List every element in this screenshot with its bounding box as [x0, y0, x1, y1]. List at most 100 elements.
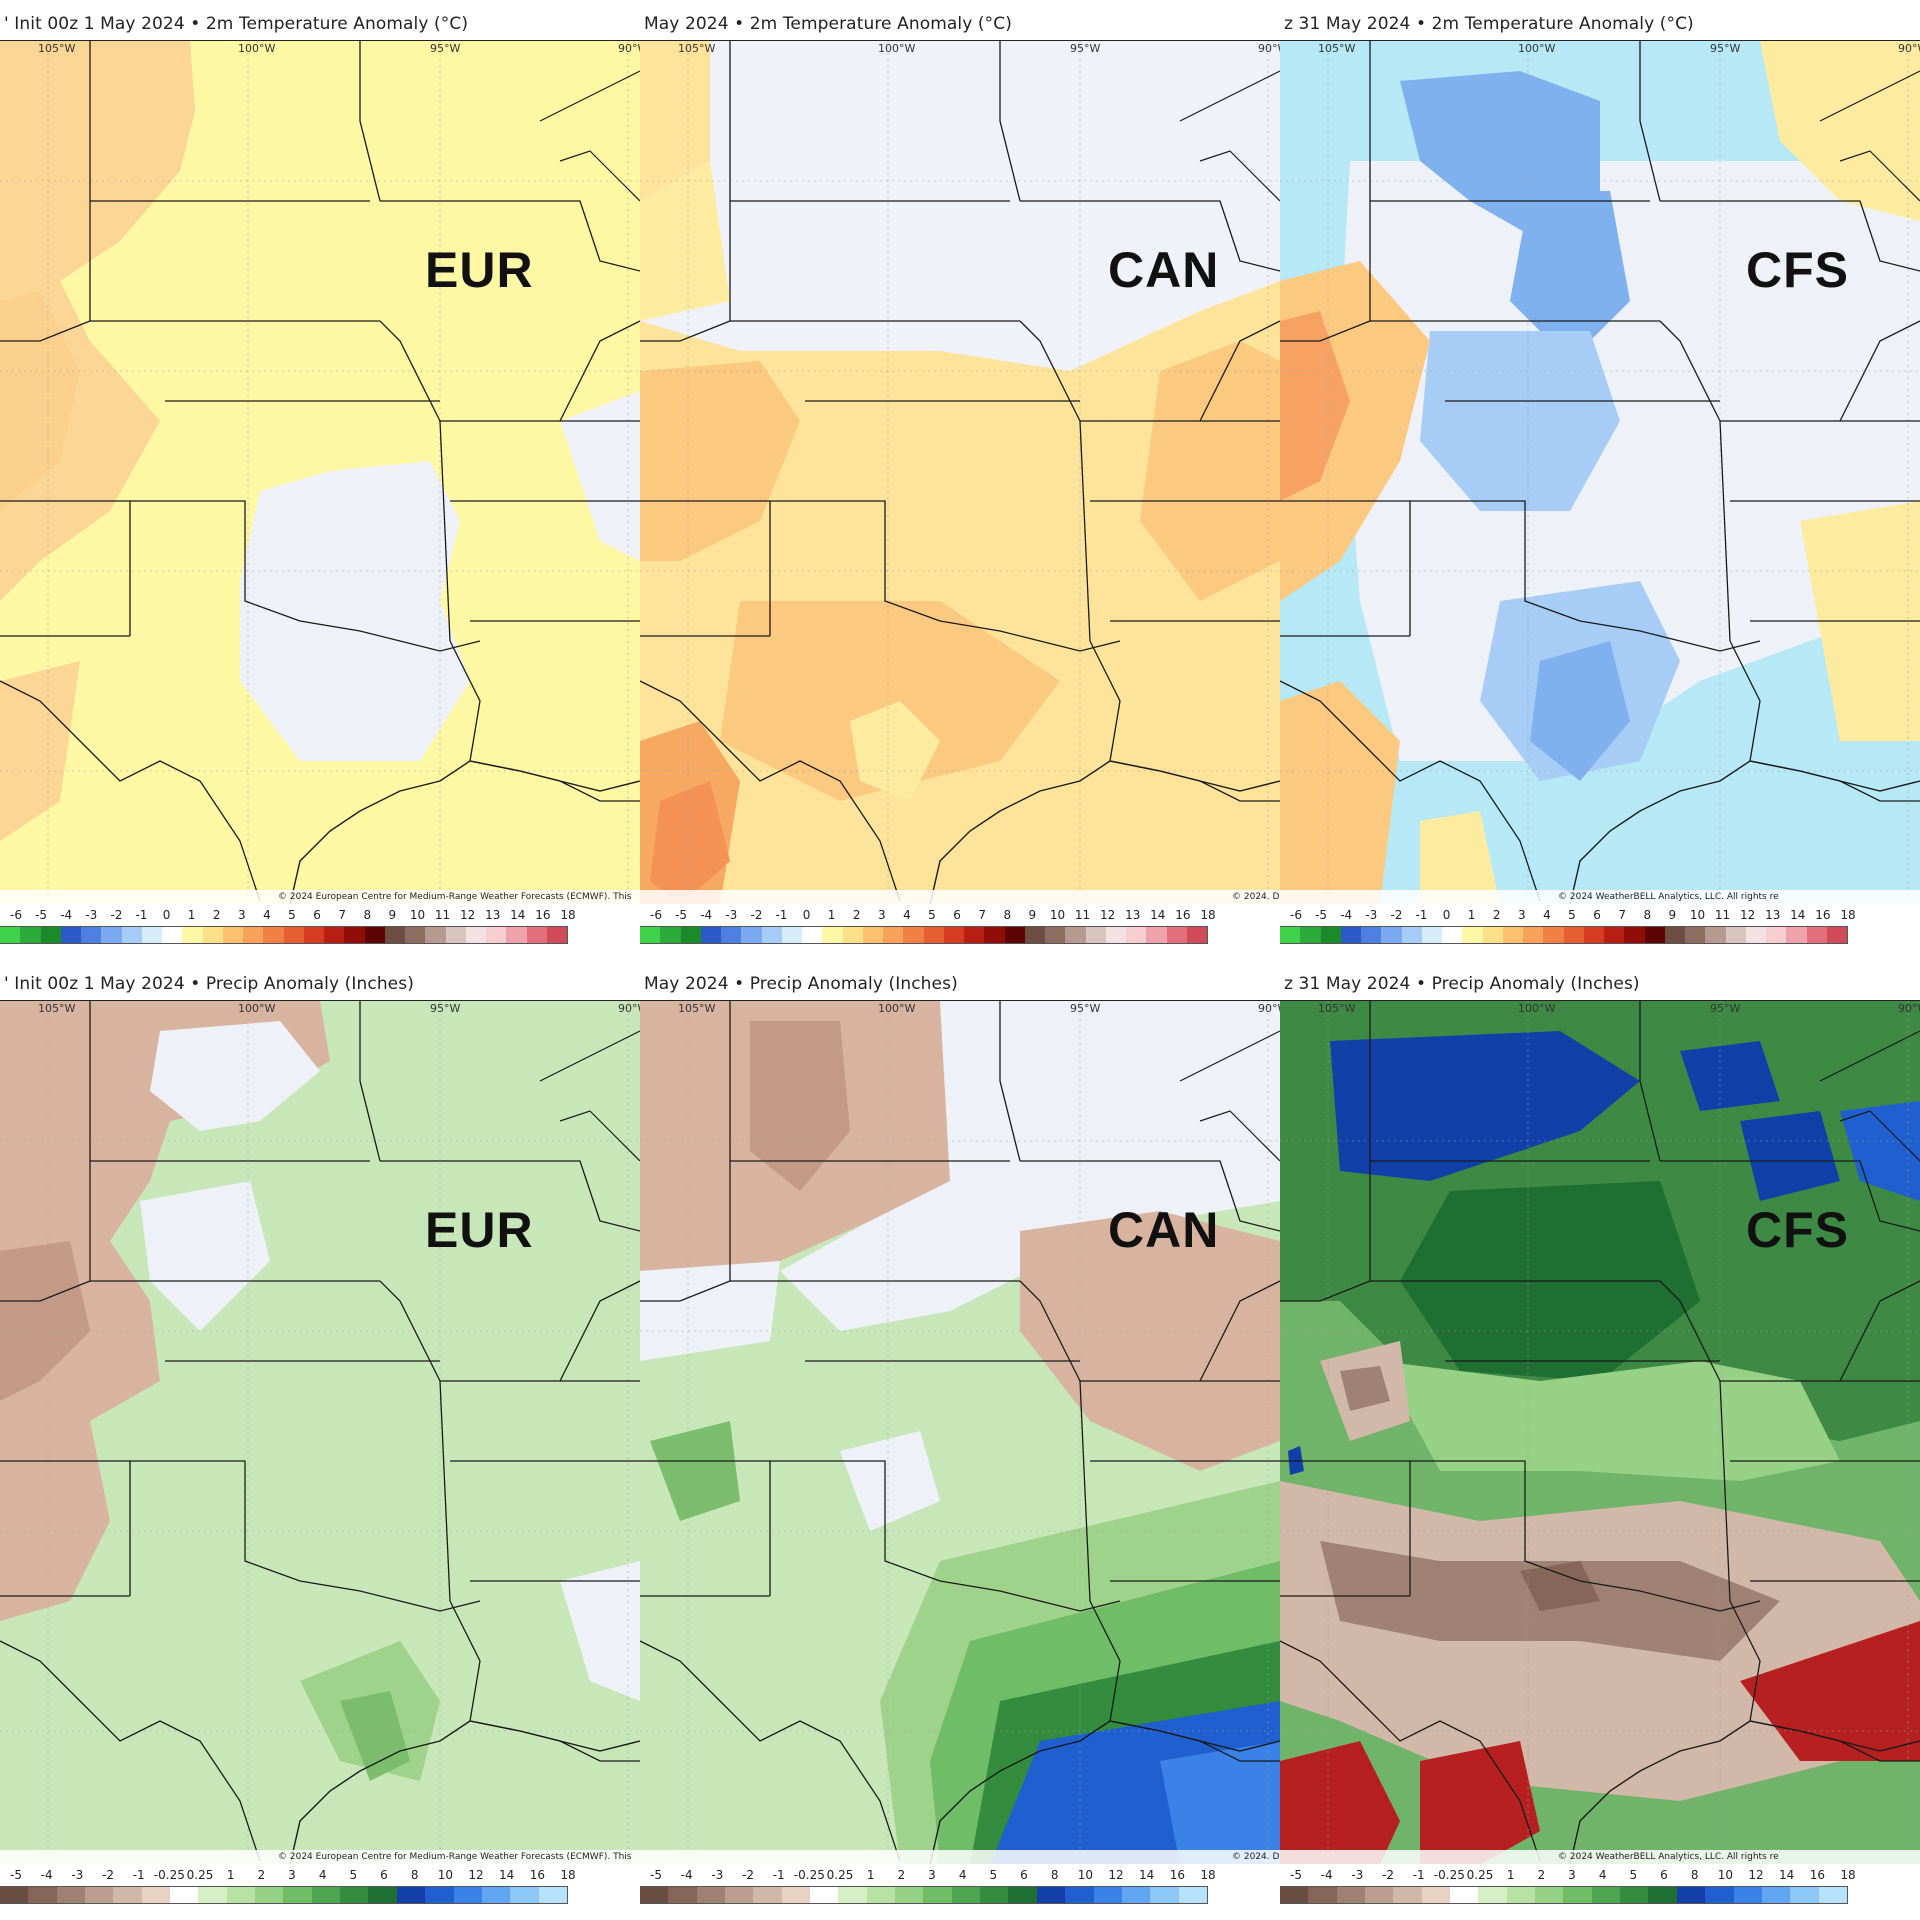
colorbar-swatch — [1036, 1887, 1066, 1903]
colorbar-tick-label: -1 — [775, 908, 788, 922]
colorbar-swatch — [696, 1887, 726, 1903]
colorbar-tick-label: -4 — [700, 908, 713, 922]
colorbar-swatch — [182, 927, 203, 943]
colorbar-swatch — [725, 1887, 754, 1903]
map-area[interactable]: 105°W 100°W 95°W 90°W CFS © 2024 WeatherBELL … — [1280, 1000, 1920, 1864]
colorbar-swatch — [1705, 927, 1726, 943]
map-area[interactable]: 105°W 100°W 95°W 90°W CFS © 2024 WeatherBELL … — [1280, 40, 1920, 904]
colorbar-swatch — [680, 927, 701, 943]
state-boundary — [0, 680, 261, 902]
colorbar-tick-label: 7 — [338, 908, 346, 922]
panel-title: May 2024 • Precip Anomaly (Inches) — [644, 974, 958, 994]
colorbar-swatch — [1300, 927, 1321, 943]
map-area[interactable]: 105°W 100°W 95°W 90°W EUR © 2024 European Cen… — [0, 1000, 640, 1864]
longitude-label: 90°W — [1898, 1002, 1920, 1015]
anomaly-contour — [650, 781, 730, 904]
colorbar-swatch — [721, 927, 742, 943]
colorbar-tick-label: 2 — [212, 908, 221, 922]
colorbar-tick-label: 16 — [1815, 908, 1831, 922]
anomaly-contour — [0, 291, 80, 511]
colorbar-tick-label: 1 — [187, 908, 196, 922]
anomaly-contour — [640, 161, 730, 321]
panel-title: z 31 May 2024 • Precip Anomaly (Inches) — [1284, 974, 1640, 994]
colorbar-swatch — [895, 1887, 924, 1903]
colorbar-tick-label: 10 — [1689, 908, 1706, 922]
anomaly-contour — [1840, 1101, 1920, 1201]
model-label: EUR — [425, 242, 534, 298]
colorbar-swatch — [1008, 1887, 1037, 1903]
colorbar-tick-label: 13 — [1125, 908, 1141, 922]
colorbar-tick-label: 0 — [1442, 908, 1451, 922]
colorbar-swatch — [1506, 1887, 1536, 1903]
colorbar-swatch — [1790, 1887, 1819, 1903]
colorbar-tick-label: -1 — [1412, 1868, 1425, 1882]
panel-cfs-temp: z 31 May 2024 • 2m Temperature Anomaly (… — [1280, 0, 1920, 960]
state-boundary — [130, 500, 481, 652]
colorbar-swatch — [980, 1887, 1009, 1903]
colorbar-swatch — [226, 1887, 256, 1903]
colorbar-swatch — [396, 1887, 426, 1903]
colorbar-tick-label: 18 — [560, 908, 576, 922]
panel-can-precip: May 2024 • Precip Anomaly (Inches) 105°W 1… — [640, 960, 1280, 1920]
anomaly-contour — [720, 601, 1060, 801]
map-area[interactable]: 105°W 100°W 95°W 90°W CAN © 2024. D — [640, 40, 1280, 904]
panel-title: ' Init 00z 1 May 2024 • 2m Temperature A… — [4, 14, 469, 34]
colorbar-tick-label: -6 — [650, 908, 662, 922]
panel-cfs-precip: z 31 May 2024 • Precip Anomaly (Inches) 1… — [1280, 960, 1920, 1920]
state-boundary — [1019, 1280, 1081, 1382]
anomaly-contour — [1280, 311, 1350, 501]
colorbar-tick-label: -3 — [1365, 908, 1378, 922]
colorbar-tick-label: 6 — [313, 908, 321, 922]
colorbar-tick-label: 8 — [363, 908, 372, 922]
colorbar-tick-label: 12 — [1739, 908, 1756, 922]
map-area[interactable]: 105°W 100°W 95°W 90°W EUR © 2024 European Cen… — [0, 40, 640, 904]
colorbar-tick-label: -1 — [1415, 908, 1428, 922]
colorbar-swatch — [141, 1887, 171, 1903]
colorbar-swatch — [1421, 1887, 1451, 1903]
map-area[interactable]: 105°W 100°W 95°W 90°W CAN © 2024. D — [640, 1000, 1280, 1864]
colorbar-swatch — [526, 927, 547, 943]
map-graphic — [640, 41, 1280, 904]
colorbar-tick-label: 12 — [1108, 1868, 1124, 1882]
state-boundary — [1199, 1280, 1280, 1382]
model-label: CFS — [1746, 1202, 1849, 1258]
colorbar-swatch — [243, 927, 264, 943]
colorbar-swatch — [1421, 927, 1442, 943]
colorbar-swatch — [1442, 927, 1463, 943]
colorbar-swatch — [1604, 927, 1625, 943]
colorbar-swatch — [1482, 927, 1503, 943]
longitude-label: 105°W — [678, 1002, 716, 1015]
colorbar-swatch — [1786, 927, 1807, 943]
colorbar-tick-label: 5 — [928, 908, 936, 922]
colorbar-swatch — [640, 927, 661, 943]
state-boundary — [1199, 320, 1280, 422]
state-boundary — [359, 1001, 381, 1162]
colorbar-tick-label: 14 — [510, 908, 526, 922]
colorbar-swatch — [1150, 1887, 1179, 1903]
colorbar-swatch — [741, 927, 762, 943]
colorbar-tick-label: 7 — [1618, 908, 1626, 922]
colorbar-swatch — [700, 927, 721, 943]
colorbar-swatch — [1336, 1887, 1366, 1903]
colorbar-swatch — [923, 1887, 952, 1903]
colorbar-swatch — [113, 1887, 142, 1903]
colorbar-tick-label: 8 — [1690, 1868, 1699, 1882]
anomaly-contour — [780, 1001, 1280, 1331]
colorbar-tick-label: 14 — [1779, 1868, 1795, 1882]
colorbar-tick-label: 12 — [459, 908, 476, 922]
colorbar-swatch — [1523, 927, 1544, 943]
anomaly-contour — [640, 41, 1280, 371]
colorbar-swatch — [1121, 1887, 1151, 1903]
colorbar-swatch — [506, 927, 527, 943]
colorbar-swatch — [1381, 927, 1402, 943]
longitude-label: 95°W — [1710, 1002, 1741, 1015]
colorbar-swatch — [1826, 927, 1847, 943]
colorbar-tick-label: -5 — [650, 1868, 662, 1882]
panel-title: May 2024 • 2m Temperature Anomaly (°C) — [644, 14, 1012, 34]
colorbar-swatch — [1045, 927, 1066, 943]
anomaly-contour — [1330, 1031, 1640, 1181]
colorbar-tick-label: -2 — [110, 908, 123, 922]
map-graphic — [640, 1001, 1280, 1864]
anomaly-contour — [1140, 341, 1280, 601]
state-boundary — [640, 320, 731, 342]
